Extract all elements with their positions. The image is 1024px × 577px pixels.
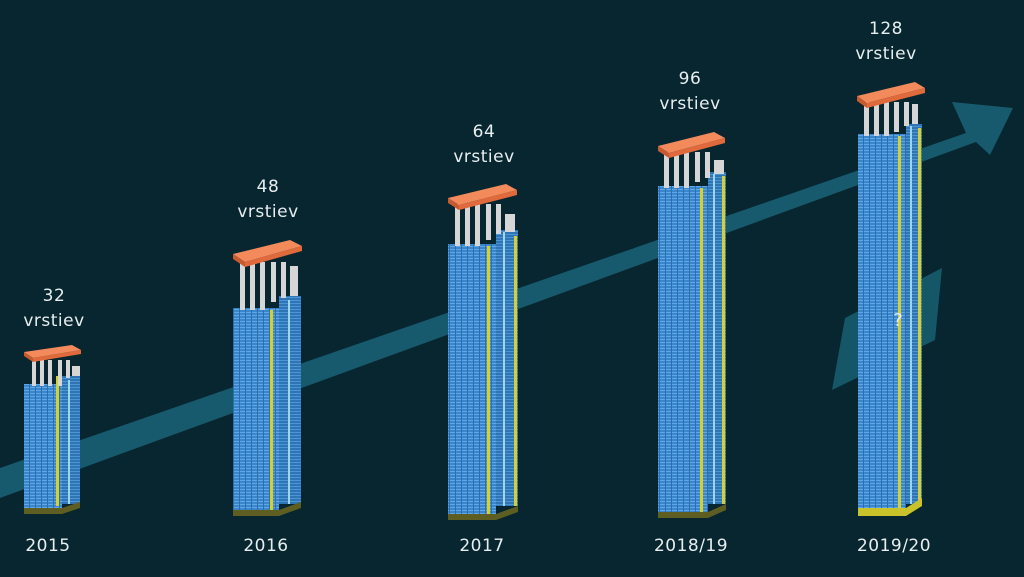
year-2019-20: 2019/20 [856, 536, 932, 556]
year-2015: 2015 [25, 536, 71, 556]
layers-label-2015: 32 vrstiev [0, 284, 114, 334]
stack-2016 [233, 240, 302, 516]
layers-count: 64 [472, 122, 496, 142]
layers-label-2017: 64 vrstiev [424, 120, 544, 170]
stack-2019-20 [857, 82, 925, 516]
layers-label-2016: 48 vrstiev [208, 175, 328, 225]
layers-count: 96 [678, 69, 702, 89]
layers-label-2019-20: 128 vrstiev [826, 17, 946, 67]
layers-unit: vrstiev [237, 202, 299, 222]
layers-count: 48 [256, 177, 280, 197]
layers-label-2018-19: 96 vrstiev [630, 67, 750, 117]
layers-unit: vrstiev [23, 311, 85, 331]
layers-unit: vrstiev [659, 94, 721, 114]
stack-2018-19 [658, 132, 726, 518]
layers-count: 32 [42, 286, 66, 306]
year-2016: 2016 [243, 536, 289, 556]
stack-2017 [448, 184, 518, 520]
unknown-marker: ? [893, 310, 903, 331]
year-2017: 2017 [459, 536, 505, 556]
layers-unit: vrstiev [855, 44, 917, 64]
layers-unit: vrstiev [453, 147, 515, 167]
year-2018-19: 2018/19 [653, 536, 729, 556]
layers-count: 128 [869, 19, 903, 39]
stack-2015 [24, 345, 81, 514]
